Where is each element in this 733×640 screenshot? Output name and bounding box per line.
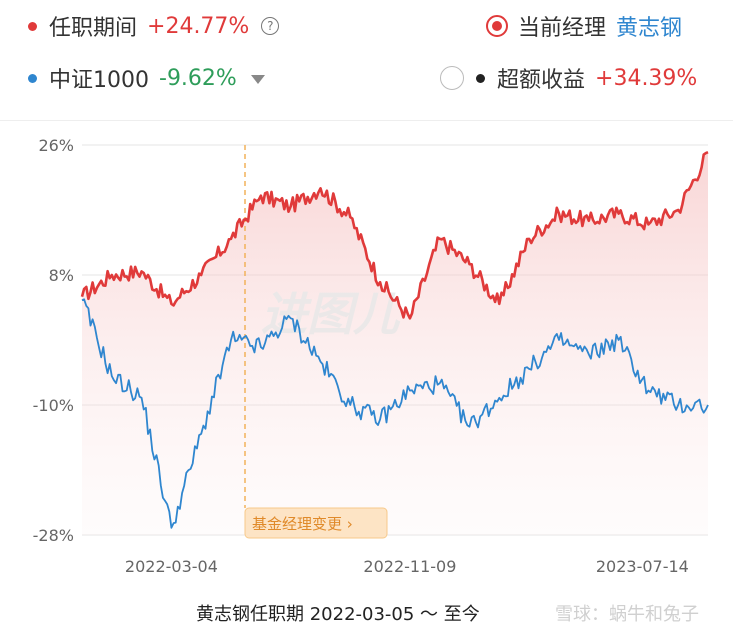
tenure-area bbox=[82, 152, 708, 535]
benchmark-label: 中证1000 bbox=[49, 68, 149, 93]
benchmark-line bbox=[81, 298, 709, 529]
x-axis: 2022-03-04 2022-11-09 2023-07-14 bbox=[125, 557, 689, 576]
y-tick-label: -28% bbox=[33, 526, 74, 545]
help-icon[interactable]: ? bbox=[261, 17, 280, 35]
center-watermark: 进图儿 bbox=[261, 287, 401, 341]
current-manager-label: 当前经理 bbox=[518, 16, 607, 41]
excess-label: 超额收益 bbox=[497, 68, 586, 93]
performance-chart: 进图儿 26%8%-10%-28% 2022-03-04 2022-11-09 20… bbox=[33, 136, 709, 576]
manager-change-tag[interactable]: 基金经理变更 › bbox=[244, 507, 388, 539]
tenure-dot bbox=[28, 21, 37, 31]
legend-excess[interactable]: 超额收益 +34.39% bbox=[440, 62, 697, 94]
excess-dot bbox=[476, 73, 485, 83]
legend-tenure[interactable]: 任职期间 +24.77% ? bbox=[28, 10, 280, 42]
tenure-line bbox=[80, 151, 709, 320]
x-tick-label: 2022-11-09 bbox=[363, 557, 456, 576]
manager-change-label: 基金经理变更 › bbox=[252, 515, 353, 533]
radio-selected-icon[interactable] bbox=[486, 15, 508, 37]
radio-unselected-icon[interactable] bbox=[440, 66, 464, 90]
benchmark-value: -9.62% bbox=[159, 65, 237, 91]
y-tick-label: 26% bbox=[38, 136, 74, 155]
tenure-period: 黄志钢任职期 2022-03-05 ～ 至今 bbox=[196, 604, 480, 625]
y-tick-label: 8% bbox=[49, 266, 74, 285]
x-tick-label: 2022-03-04 bbox=[125, 557, 218, 576]
tenure-value: +24.77% bbox=[147, 13, 250, 39]
tenure-label: 任职期间 bbox=[49, 16, 138, 41]
legend-benchmark[interactable]: 中证1000 -9.62% bbox=[28, 62, 265, 94]
y-axis: 26% 8% -10% -28% bbox=[33, 136, 74, 545]
divider bbox=[0, 120, 733, 121]
y-tick-label: -10% bbox=[33, 396, 74, 415]
current-manager-toggle[interactable]: 当前经理 黄志钢 bbox=[486, 10, 682, 42]
manager-name-link[interactable]: 黄志钢 bbox=[616, 16, 683, 41]
x-tick-label: 2023-07-14 bbox=[596, 557, 689, 576]
source-watermark: 雪球：蜗牛和兔子 bbox=[555, 604, 699, 625]
excess-value: +34.39% bbox=[595, 65, 698, 91]
benchmark-dot bbox=[28, 73, 37, 83]
dropdown-triangle-icon[interactable] bbox=[250, 75, 265, 84]
